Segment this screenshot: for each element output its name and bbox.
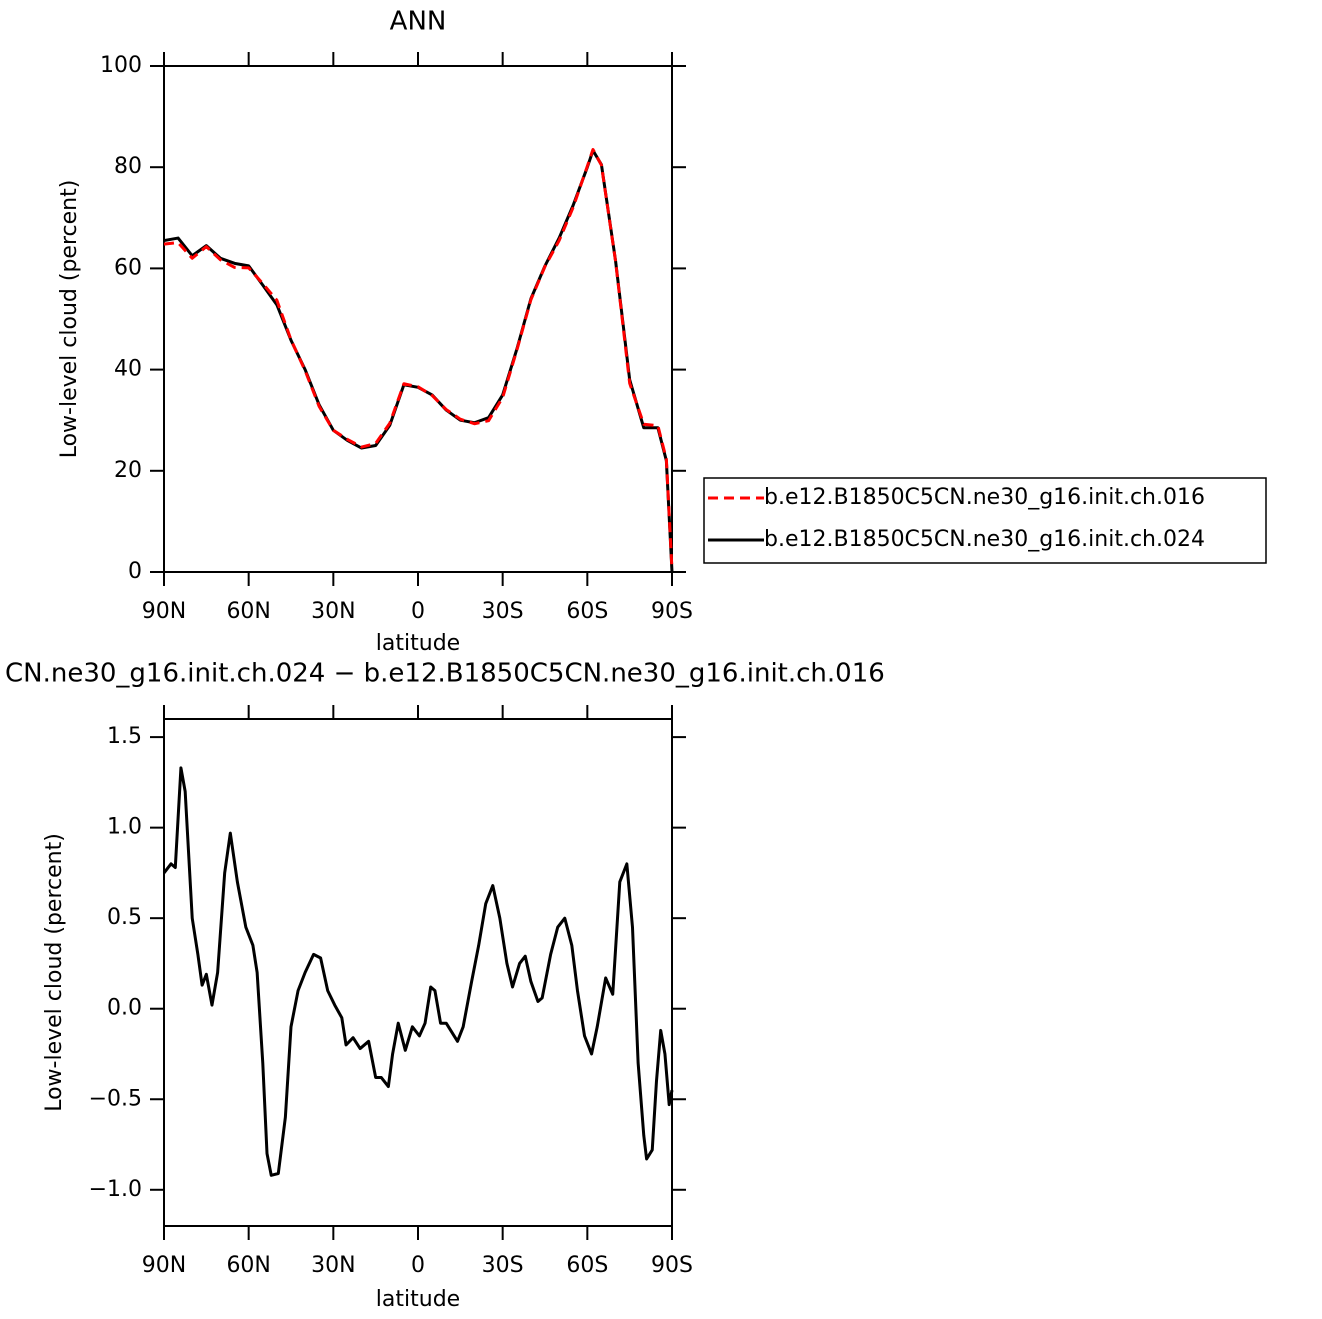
- legend-label: b.e12.B1850C5CN.ne30_g16.init.ch.024: [764, 527, 1205, 552]
- x-axis-label: latitude: [376, 1287, 460, 1312]
- plot-frame: [163, 65, 673, 573]
- x-tick-label: 30S: [482, 599, 524, 624]
- x-tick-label: 90N: [142, 599, 186, 624]
- chart-title: ANN: [390, 7, 447, 37]
- plot-frame: [163, 718, 673, 1227]
- x-tick-label: 90N: [142, 1253, 186, 1278]
- x-tick-label: 60N: [226, 1253, 270, 1278]
- y-tick-label: 80: [114, 154, 142, 179]
- y-tick-label: 100: [100, 53, 142, 78]
- y-tick-label: 40: [114, 357, 142, 382]
- x-tick-label: 60N: [226, 599, 270, 624]
- y-tick-label: 0: [128, 559, 142, 584]
- x-tick-label: 30S: [482, 1253, 524, 1278]
- y-tick-label: 1.5: [107, 724, 142, 749]
- y-tick-label: −1.0: [89, 1177, 142, 1202]
- x-tick-label: 90S: [651, 599, 693, 624]
- data-line: [162, 766, 674, 1177]
- x-tick-label: 90S: [651, 1253, 693, 1278]
- x-tick-label: 30N: [311, 599, 355, 624]
- x-tick-label: 0: [411, 1253, 425, 1278]
- y-tick-label: 0.0: [107, 996, 142, 1021]
- chart-title: CN.ne30_g16.init.ch.024 − b.e12.B1850C5C…: [5, 659, 885, 689]
- y-tick-label: 1.0: [107, 815, 142, 840]
- legend-box: [703, 477, 1267, 564]
- x-tick-label: 30N: [311, 1253, 355, 1278]
- y-tick-label: 0.5: [107, 905, 142, 930]
- data-line: [163, 147, 674, 571]
- y-tick-label: 60: [114, 255, 142, 280]
- y-tick-label: 20: [114, 458, 142, 483]
- x-tick-label: 60S: [566, 599, 608, 624]
- x-tick-label: 60S: [566, 1253, 608, 1278]
- y-tick-label: −0.5: [89, 1086, 142, 1111]
- legend-label: b.e12.B1850C5CN.ne30_g16.init.ch.016: [764, 485, 1205, 510]
- y-axis-label: Low-level cloud (percent): [42, 833, 67, 1112]
- x-tick-label: 0: [411, 599, 425, 624]
- y-axis-label: Low-level cloud (percent): [57, 180, 82, 459]
- data-line: [163, 149, 674, 573]
- x-axis-label: latitude: [376, 631, 460, 656]
